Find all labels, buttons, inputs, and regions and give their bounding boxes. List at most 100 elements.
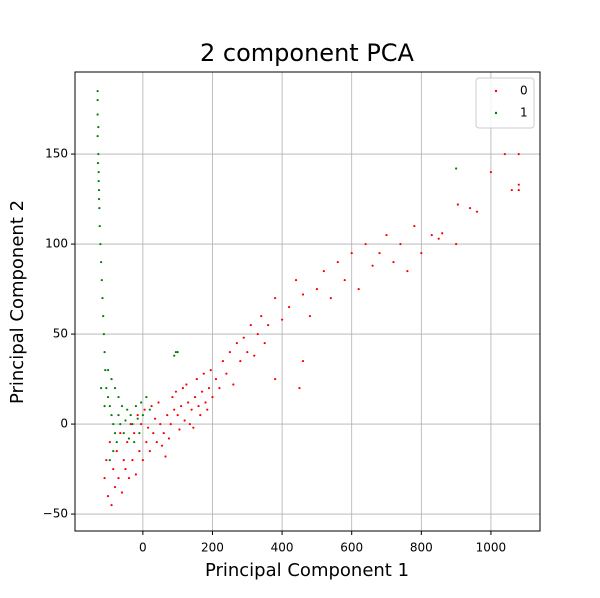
x-tick-label: 200 [201,541,224,555]
point [420,251,423,255]
point [133,440,136,444]
point [176,350,179,354]
point [162,431,165,435]
point [138,449,141,453]
point [112,422,115,426]
point [489,170,493,174]
point [164,455,167,458]
point [195,377,198,381]
point [100,278,103,282]
point [232,383,235,386]
point [100,260,103,264]
point [413,224,416,228]
point [117,395,120,399]
point [193,395,197,399]
point [113,485,117,489]
point [101,296,104,300]
y-tick-label: −50 [43,507,68,521]
point [206,408,209,411]
point [253,354,256,357]
ticks: 0 200 400 600 800 1000 −50 0 50 100 150 [43,147,507,555]
point [180,404,183,408]
point [124,467,127,471]
point [106,494,110,498]
point [120,404,124,408]
point [199,413,202,417]
x-tick-label: 0 [139,541,147,555]
point [336,260,339,264]
y-tick-label: 150 [45,147,68,161]
legend-marker [494,111,498,115]
point [242,336,245,339]
point [510,188,513,192]
point [126,408,129,411]
point [105,386,108,390]
point [176,413,179,417]
point [134,473,138,476]
point [200,390,204,393]
point [235,341,238,345]
point [103,404,106,408]
point [113,431,117,435]
point [133,431,136,435]
point [256,332,259,336]
point [171,395,174,399]
point [98,224,101,228]
x-tick-label: 1000 [476,541,507,555]
point [97,170,100,174]
y-tick-label: 50 [53,327,68,341]
x-tick-label: 600 [340,541,363,555]
point [96,134,99,138]
point [185,383,188,386]
point [112,467,115,471]
point [105,458,108,462]
point [155,440,158,444]
point [183,419,186,422]
point [249,323,252,327]
point [96,161,100,165]
points [96,89,520,507]
y-axis-label: Principal Component 2 [7,200,28,404]
point [136,417,139,420]
point [108,440,111,444]
point [160,444,164,447]
point [110,413,113,417]
point [371,264,374,267]
point [96,89,99,93]
point [517,188,520,192]
point [131,458,134,462]
point [97,125,100,129]
point [214,377,218,381]
point [122,458,125,462]
point [145,395,148,399]
point [129,413,132,417]
point [392,260,395,264]
point [96,98,99,102]
point [120,491,124,494]
point [153,417,157,420]
legend-label: 1 [520,106,528,120]
point [221,359,225,363]
point [468,206,472,210]
point [385,233,388,237]
point [204,401,207,404]
point [260,314,263,318]
point [106,368,110,372]
point [127,437,131,440]
point [350,251,353,255]
point [96,113,99,116]
point [378,251,381,255]
point [157,401,160,404]
point [166,413,169,417]
point [113,386,117,390]
point [159,422,162,426]
point [131,422,134,426]
point [174,350,178,354]
point [197,404,200,408]
point [274,296,277,300]
point [315,287,318,291]
point [298,386,301,390]
point [98,206,101,210]
point [188,422,191,426]
